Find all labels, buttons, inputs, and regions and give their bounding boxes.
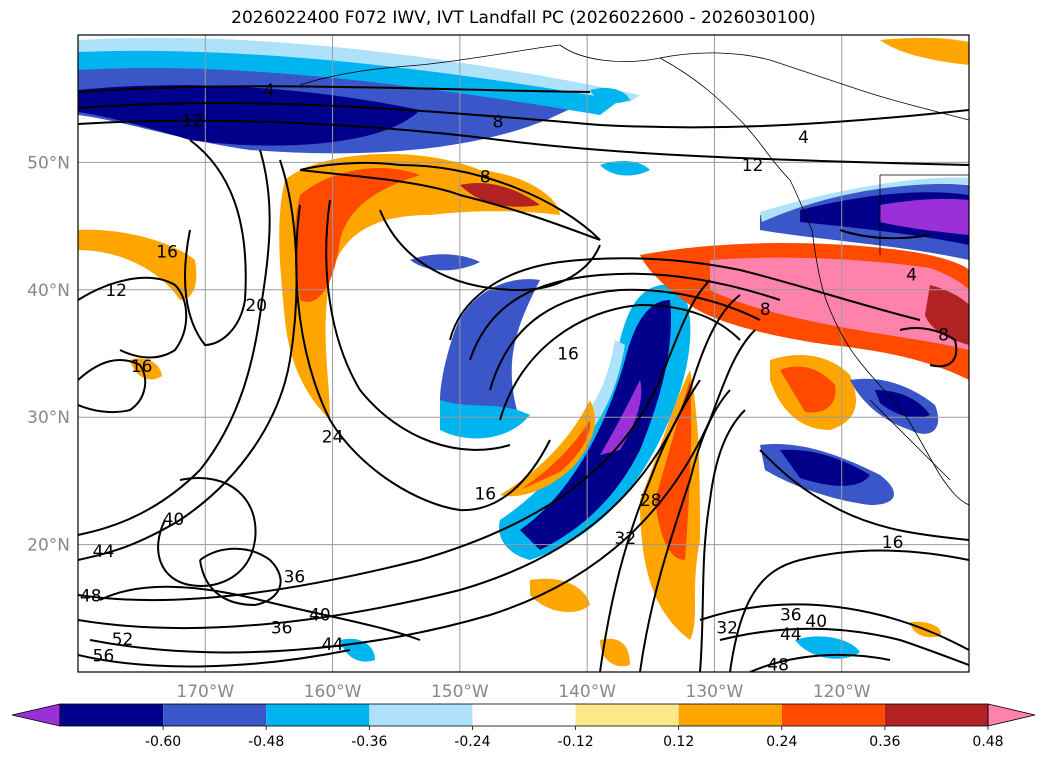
colorbar-segment	[266, 704, 370, 726]
colorbar-tick-label: 0.48	[972, 734, 1003, 750]
colorbar-tick-label: 0.24	[766, 734, 797, 750]
map-gridlines	[78, 35, 969, 672]
contour-label: 36	[284, 567, 306, 587]
contour-label: 8	[480, 167, 491, 187]
iwv-contours	[78, 85, 969, 672]
colorbar: -0.60 -0.48 -0.36 -0.24 -0.12 0.12 0.24 0.36 0.4…	[11, 703, 1036, 750]
colorbar-extend-max	[987, 703, 1036, 727]
contour-label: 12	[182, 111, 204, 131]
contour-label: 4	[798, 128, 809, 148]
longitude-labels: 170°W 160°W 150°W 140°W 130°W 120°W	[176, 682, 870, 702]
latitude-label: 50°N	[27, 153, 70, 173]
colorbar-tick-label: -0.60	[145, 734, 181, 750]
contour-label: 16	[882, 533, 904, 553]
coastlines	[299, 44, 969, 506]
contour-label: 48	[767, 655, 789, 675]
colorbar-segment	[369, 704, 473, 726]
contour-label: 12	[742, 156, 764, 176]
contour-label: 32	[615, 529, 637, 549]
contour-label: 4	[906, 266, 917, 286]
colorbar-segment	[781, 704, 885, 726]
longitude-label: 150°W	[431, 682, 489, 702]
contour-label: 8	[760, 300, 771, 320]
contour-label: 36	[780, 606, 802, 626]
contour-label: 16	[557, 345, 579, 365]
colorbar-segment	[472, 704, 576, 726]
contour-label: 16	[156, 243, 178, 263]
latitude-label: 20°N	[27, 536, 70, 556]
colorbar-tick-label: -0.12	[557, 734, 593, 750]
latitude-label: 30°N	[27, 408, 70, 428]
latitude-label: 40°N	[27, 281, 70, 301]
anomaly-fills	[78, 37, 969, 667]
contour-label: 40	[163, 510, 185, 530]
colorbar-segment	[678, 704, 782, 726]
map-frame	[77, 34, 970, 673]
map-title: 2026022400 F072 IWV, IVT Landfall PC (20…	[231, 8, 816, 28]
colorbar-segment	[575, 704, 679, 726]
colorbar-segment	[884, 704, 988, 726]
colorbar-segment	[163, 704, 267, 726]
latitude-labels: 50°N 40°N 30°N 20°N	[27, 153, 70, 555]
contour-label: 48	[80, 587, 102, 607]
contour-label: 44	[93, 542, 115, 562]
longitude-label: 140°W	[558, 682, 616, 702]
colorbar-tick-label: -0.24	[454, 734, 490, 750]
colorbar-tick-label: 0.36	[869, 734, 900, 750]
contour-label: 40	[309, 606, 331, 626]
colorbar-tick-label: 0.12	[663, 734, 694, 750]
contour-label: 52	[112, 630, 134, 650]
contour-label: 16	[474, 485, 496, 505]
contour-label: 56	[93, 646, 115, 666]
contour-label: 44	[780, 625, 802, 645]
contour-label: 24	[322, 427, 344, 447]
longitude-label: 130°W	[686, 682, 744, 702]
contour-label: 12	[105, 281, 127, 301]
contour-label: 28	[640, 491, 662, 511]
contour-label: 8	[938, 325, 949, 345]
contour-label: 16	[131, 357, 153, 377]
colorbar-extend-min	[11, 703, 61, 727]
contour-label: 8	[493, 113, 504, 133]
colorbar-tick-label: -0.48	[248, 734, 284, 750]
longitude-label: 160°W	[304, 682, 362, 702]
contour-label: 36	[271, 618, 293, 638]
colorbar-frame	[59, 703, 989, 727]
contour-label: 20	[245, 296, 267, 316]
contour-label: 32	[716, 618, 738, 638]
longitude-label: 120°W	[813, 682, 871, 702]
contour-label: 40	[805, 612, 827, 632]
contour-label: 44	[322, 635, 344, 655]
colorbar-segment	[60, 704, 164, 726]
contour-label: 4	[264, 81, 275, 101]
longitude-label: 170°W	[176, 682, 234, 702]
colorbar-tick-label: -0.36	[351, 734, 387, 750]
